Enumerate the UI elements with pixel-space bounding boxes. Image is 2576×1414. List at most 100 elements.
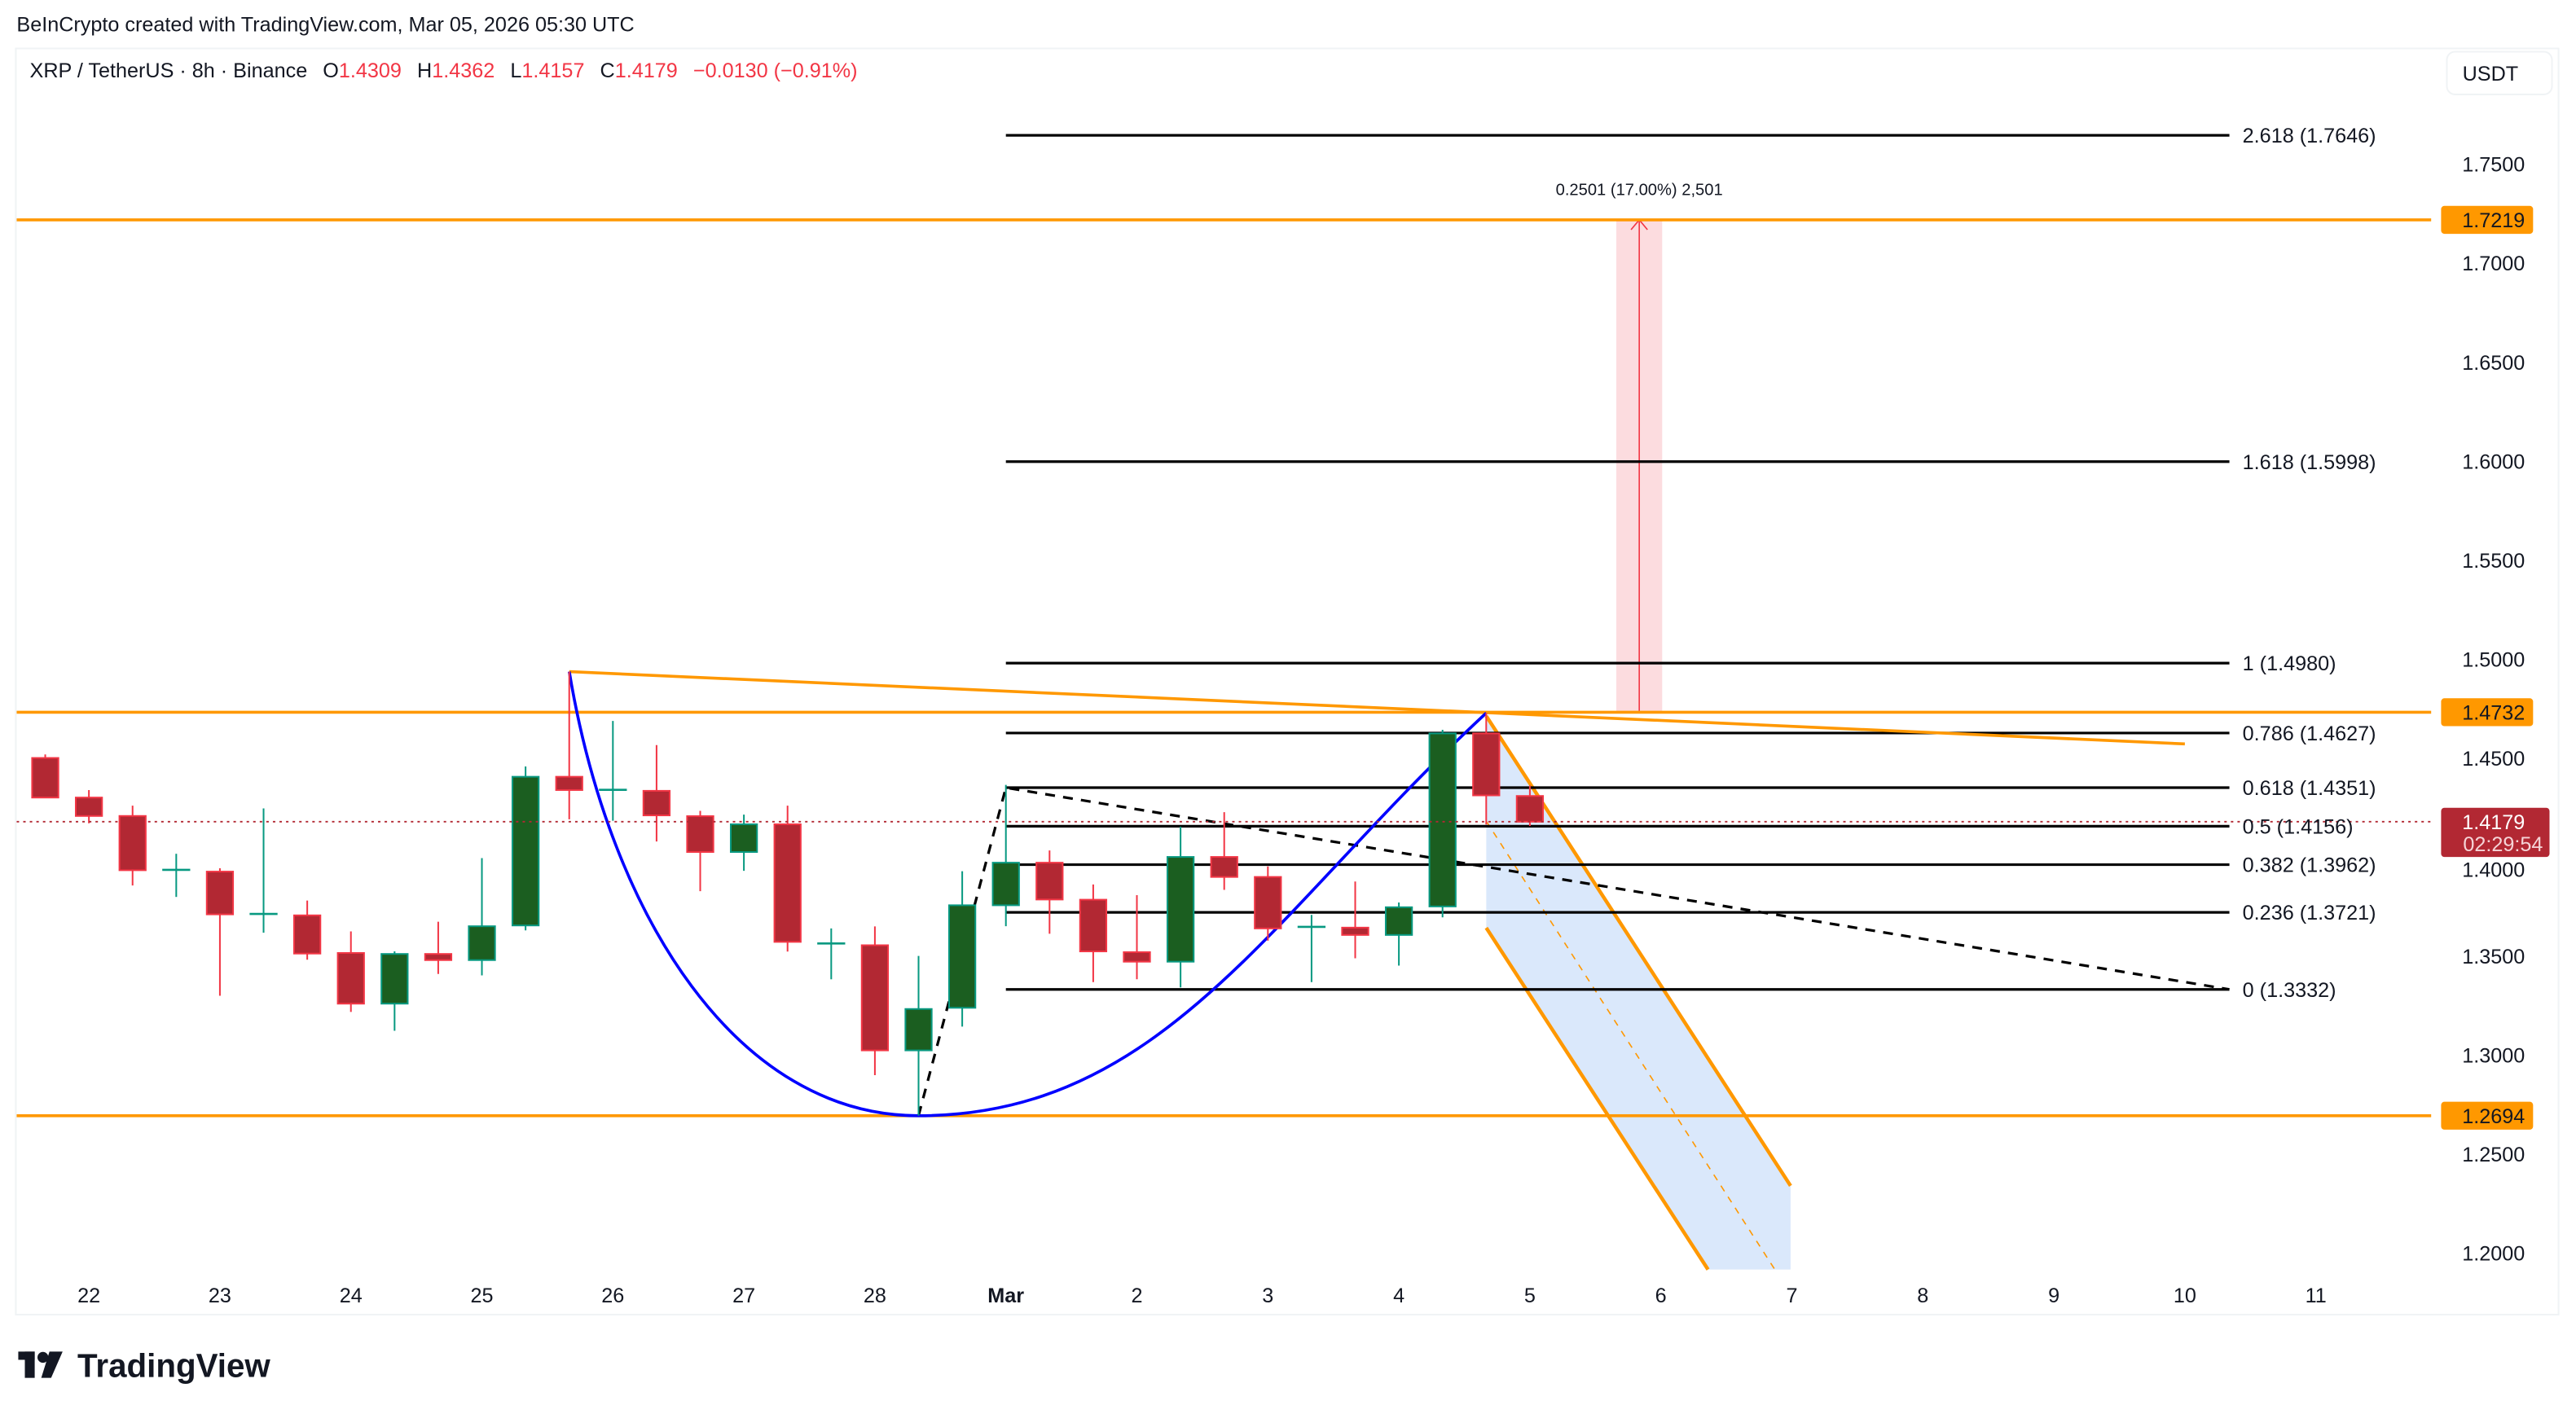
plot-area[interactable] xyxy=(16,134,2432,1271)
candle-body xyxy=(1428,732,1457,907)
price-tick-label: 1.6000 xyxy=(2462,450,2525,473)
channel-lower-line xyxy=(1484,926,1710,1271)
parallel-channel[interactable] xyxy=(1484,714,1792,1271)
time-tick-label: 3 xyxy=(1262,1284,1273,1307)
time-tick-label: 24 xyxy=(340,1284,363,1307)
symbol-name[interactable]: XRP / TetherUS · 8h · Binance xyxy=(30,59,308,82)
candle-body xyxy=(380,953,409,1005)
candle-body xyxy=(1035,862,1064,901)
time-axis[interactable]: 22 23 24 25 26 27 28 Mar 2 3 4 5 6 7 8 9 10 11 xyxy=(77,1284,2327,1307)
candle-body xyxy=(292,914,322,955)
candle-body xyxy=(904,1008,933,1052)
channel-fill xyxy=(1486,716,1791,1270)
price-tick-label: 1.7500 xyxy=(2462,154,2525,177)
time-tick-label: 5 xyxy=(1524,1284,1536,1307)
candle-up xyxy=(380,951,409,1031)
candle-body xyxy=(1123,951,1151,963)
level-price-badge-label: 1.2694 xyxy=(2462,1105,2525,1128)
chart-panel[interactable] xyxy=(15,47,2560,1316)
time-tick-label: 11 xyxy=(2306,1284,2327,1307)
time-tick-label: 7 xyxy=(1786,1284,1797,1307)
time-tick-label: 25 xyxy=(471,1284,494,1307)
candle-down xyxy=(1254,866,1282,941)
candle-up xyxy=(947,871,977,1027)
candles xyxy=(31,671,1545,1116)
candle-up xyxy=(1384,902,1413,966)
low-value: 1.4157 xyxy=(521,59,584,82)
time-tick-label: 28 xyxy=(864,1284,886,1307)
currency-button[interactable]: USDT xyxy=(2446,50,2553,95)
candle-body xyxy=(1166,856,1195,963)
candle-body xyxy=(860,944,890,1052)
candle-body xyxy=(947,904,977,1009)
high-label: H xyxy=(417,59,432,82)
measure-label: 0.2501 (17.00%) 2,501 xyxy=(1556,182,1723,200)
price-tick-label: 1.3000 xyxy=(2462,1044,2525,1067)
candle-body xyxy=(336,951,365,1005)
candle-up xyxy=(249,808,278,933)
trendline xyxy=(569,670,2185,746)
candle-body xyxy=(1515,795,1545,823)
candle-body xyxy=(74,797,103,817)
fib-level-label: 1 (1.4980) xyxy=(2243,652,2336,675)
candle-down xyxy=(1472,713,1501,825)
svg-text:XRP / TetherUS · 8h · Binance: XRP / TetherUS · 8h · Binance O1.4309 H1… xyxy=(30,59,858,82)
tradingview-logo-text: TradingView xyxy=(77,1347,270,1385)
candle-body xyxy=(468,925,496,961)
price-tick-label: 1.2500 xyxy=(2462,1144,2525,1166)
candle-body xyxy=(1079,898,1108,953)
time-tick-label: Mar xyxy=(987,1284,1024,1307)
candle-down xyxy=(118,806,147,886)
price-tick-label: 1.5500 xyxy=(2462,550,2525,573)
tradingview-logo[interactable]: TradingView xyxy=(18,1347,270,1385)
candle-up xyxy=(599,721,627,821)
candle-body xyxy=(773,823,802,943)
price-tick-label: 1.2000 xyxy=(2462,1243,2525,1266)
candle-body xyxy=(642,789,671,817)
price-range-measure[interactable] xyxy=(1616,218,1663,713)
candle-down xyxy=(773,806,802,952)
candle-down xyxy=(205,867,235,996)
close-value: 1.4179 xyxy=(615,59,678,82)
price-tick-label: 1.6500 xyxy=(2462,352,2525,375)
candle-down xyxy=(642,744,671,842)
tradingview-logo-icon xyxy=(18,1351,63,1378)
price-tick-label: 1.4000 xyxy=(2462,858,2525,881)
time-tick-label: 2 xyxy=(1131,1284,1142,1307)
candle-down xyxy=(1341,881,1369,959)
candle-body xyxy=(424,953,453,961)
level-price-badge-label: 1.7219 xyxy=(2462,209,2525,232)
candle-down xyxy=(1123,895,1151,980)
candle-up xyxy=(904,955,933,1116)
channel-upper-line xyxy=(1484,714,1792,1188)
candle-down xyxy=(1210,812,1238,890)
currency-label: USDT xyxy=(2463,63,2519,86)
last-price-badge xyxy=(2441,807,2550,858)
last-price-label: 1.4179 xyxy=(2462,811,2525,834)
candle-up xyxy=(468,858,496,976)
candle-up xyxy=(991,784,1020,927)
candle-body xyxy=(1384,906,1413,936)
descending-trendline[interactable] xyxy=(569,670,2185,746)
fib-level-label: 0.618 (1.4351) xyxy=(2243,777,2376,800)
time-tick-label: 27 xyxy=(732,1284,755,1307)
fib-level-label: 1.618 (1.5998) xyxy=(2243,451,2376,474)
candle-down xyxy=(1035,850,1064,934)
fib-extension[interactable] xyxy=(917,134,2230,1117)
candle-body xyxy=(1472,732,1501,797)
candle-body xyxy=(729,823,758,854)
candle-body xyxy=(1254,876,1282,929)
candle-body xyxy=(31,757,59,799)
time-tick-label: 4 xyxy=(1393,1284,1404,1307)
candle-body xyxy=(1341,926,1369,936)
price-axis[interactable]: 1.7500 1.7000 1.6500 1.6000 1.5500 1.5000 1.45… xyxy=(2462,154,2525,1266)
time-tick-label: 26 xyxy=(601,1284,624,1307)
time-tick-label: 10 xyxy=(2174,1284,2196,1307)
candle-body xyxy=(991,862,1020,907)
candle-down xyxy=(336,931,365,1012)
level-price-badge xyxy=(2441,205,2534,235)
horizontal-levels[interactable] xyxy=(16,218,2432,1118)
price-tick-label: 1.4500 xyxy=(2462,748,2525,771)
time-tick-label: 23 xyxy=(209,1284,231,1307)
